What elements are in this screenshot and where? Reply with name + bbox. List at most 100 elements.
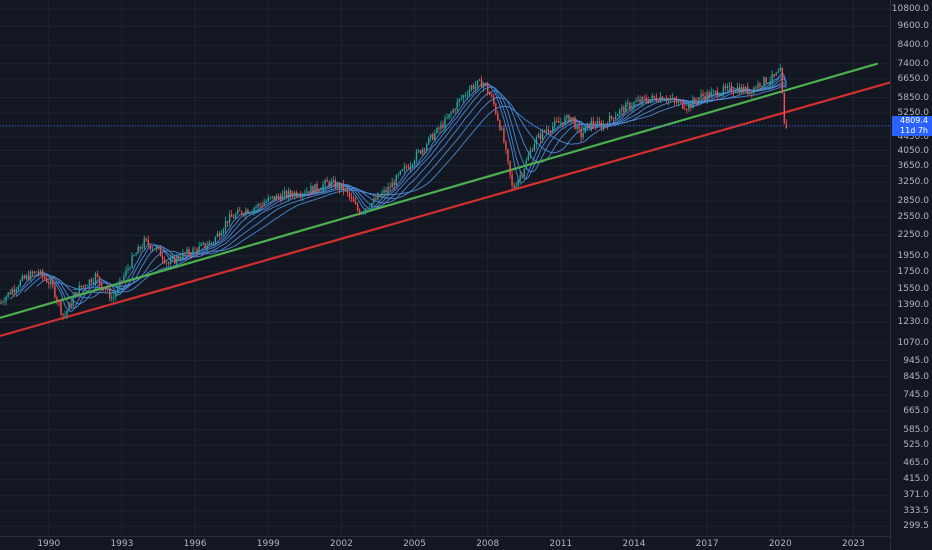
x-tick-label: 2020 — [768, 539, 792, 549]
candle — [679, 99, 682, 105]
candle — [722, 83, 725, 97]
y-tick-label: 5850.0 — [897, 92, 930, 103]
price-chart[interactable] — [0, 0, 890, 536]
candle — [31, 270, 34, 278]
candle — [230, 209, 233, 218]
candle — [464, 91, 467, 99]
candle-body — [5, 296, 7, 302]
candle-body — [724, 86, 727, 89]
candle-body — [495, 103, 497, 114]
candle — [671, 93, 674, 101]
candle — [295, 190, 298, 199]
candle-body — [257, 204, 259, 207]
candle — [712, 89, 714, 95]
candle — [265, 199, 267, 204]
candle — [348, 190, 351, 201]
candle-body — [243, 213, 245, 215]
candle — [458, 98, 460, 107]
candle-body — [139, 246, 141, 249]
candle-body — [147, 240, 150, 245]
moving-average-line — [24, 77, 787, 305]
candle — [730, 82, 733, 94]
candle-body — [415, 151, 418, 161]
candle-body — [263, 202, 265, 206]
candle-body — [629, 103, 631, 109]
price-axis[interactable]: 10800.0 9600.0 8400.0 7400.0 6650.0 5850.0 525… — [890, 0, 932, 550]
candle-body — [318, 189, 320, 191]
candle — [759, 81, 761, 91]
candle — [584, 126, 586, 134]
candle — [525, 157, 527, 170]
candle — [232, 213, 235, 219]
candle — [505, 139, 507, 155]
candle-body — [430, 134, 432, 138]
y-tick-label: 10800.0 — [891, 4, 929, 15]
candle — [432, 132, 434, 141]
candle-body — [39, 270, 42, 274]
candle-body — [293, 192, 296, 197]
candle — [255, 204, 257, 213]
candle-body — [476, 80, 479, 86]
last-price-value: 4809.4 — [900, 116, 928, 125]
candle-body — [740, 87, 743, 93]
candle — [592, 116, 595, 129]
candle-body — [480, 79, 483, 88]
candle-body — [332, 180, 334, 181]
candle-body — [228, 214, 231, 223]
candle-body — [98, 276, 101, 283]
x-tick-label: 2002 — [329, 539, 353, 549]
candle — [43, 274, 46, 281]
candle-body — [66, 310, 68, 315]
candle — [448, 114, 450, 120]
candle-body — [15, 289, 17, 292]
candle — [677, 98, 680, 107]
candle-body — [259, 204, 261, 205]
candle-body — [580, 128, 582, 138]
candle-body — [696, 100, 698, 102]
candle-body — [716, 90, 718, 97]
candle-body — [765, 77, 767, 84]
candle-body — [432, 134, 434, 140]
x-tick-label: 1996 — [183, 539, 207, 549]
time-axis[interactable]: 1990 1993 1996 1999 2002 2005 2008 2011 2014 2017… — [0, 536, 890, 550]
y-tick-label: 371.0 — [903, 490, 929, 501]
y-tick-label: 1230.0 — [897, 317, 930, 328]
candle — [623, 104, 625, 117]
candle-body — [612, 117, 615, 120]
candle-body — [720, 93, 723, 96]
candle-body — [458, 99, 460, 102]
candle — [696, 97, 698, 107]
candle-body — [300, 195, 302, 197]
candle-body — [641, 97, 643, 103]
candle-body — [143, 238, 145, 248]
candle-body — [369, 208, 371, 209]
candle — [186, 246, 188, 256]
candle — [645, 93, 647, 104]
candle-body — [64, 314, 66, 316]
candle-body — [655, 97, 658, 101]
candle — [460, 94, 462, 102]
candle-body — [702, 93, 704, 96]
candle — [549, 129, 552, 136]
candle-body — [11, 289, 13, 295]
candle — [684, 104, 686, 110]
candle-body — [584, 126, 586, 133]
candle-body — [210, 242, 213, 244]
candle — [188, 246, 190, 257]
candle-body — [560, 122, 562, 124]
candle-body — [111, 297, 113, 299]
candle-body — [161, 256, 164, 260]
candle-body — [186, 249, 188, 254]
candle — [178, 254, 180, 261]
candle — [755, 85, 757, 91]
candle — [291, 190, 294, 200]
candle-body — [767, 82, 769, 84]
candle-body — [722, 86, 725, 94]
candle-body — [586, 123, 588, 127]
candle — [663, 97, 666, 101]
candle — [328, 180, 330, 189]
candle-body — [401, 169, 404, 171]
candle-body — [214, 237, 217, 243]
candle-body — [462, 95, 465, 99]
candle-body — [255, 206, 257, 209]
